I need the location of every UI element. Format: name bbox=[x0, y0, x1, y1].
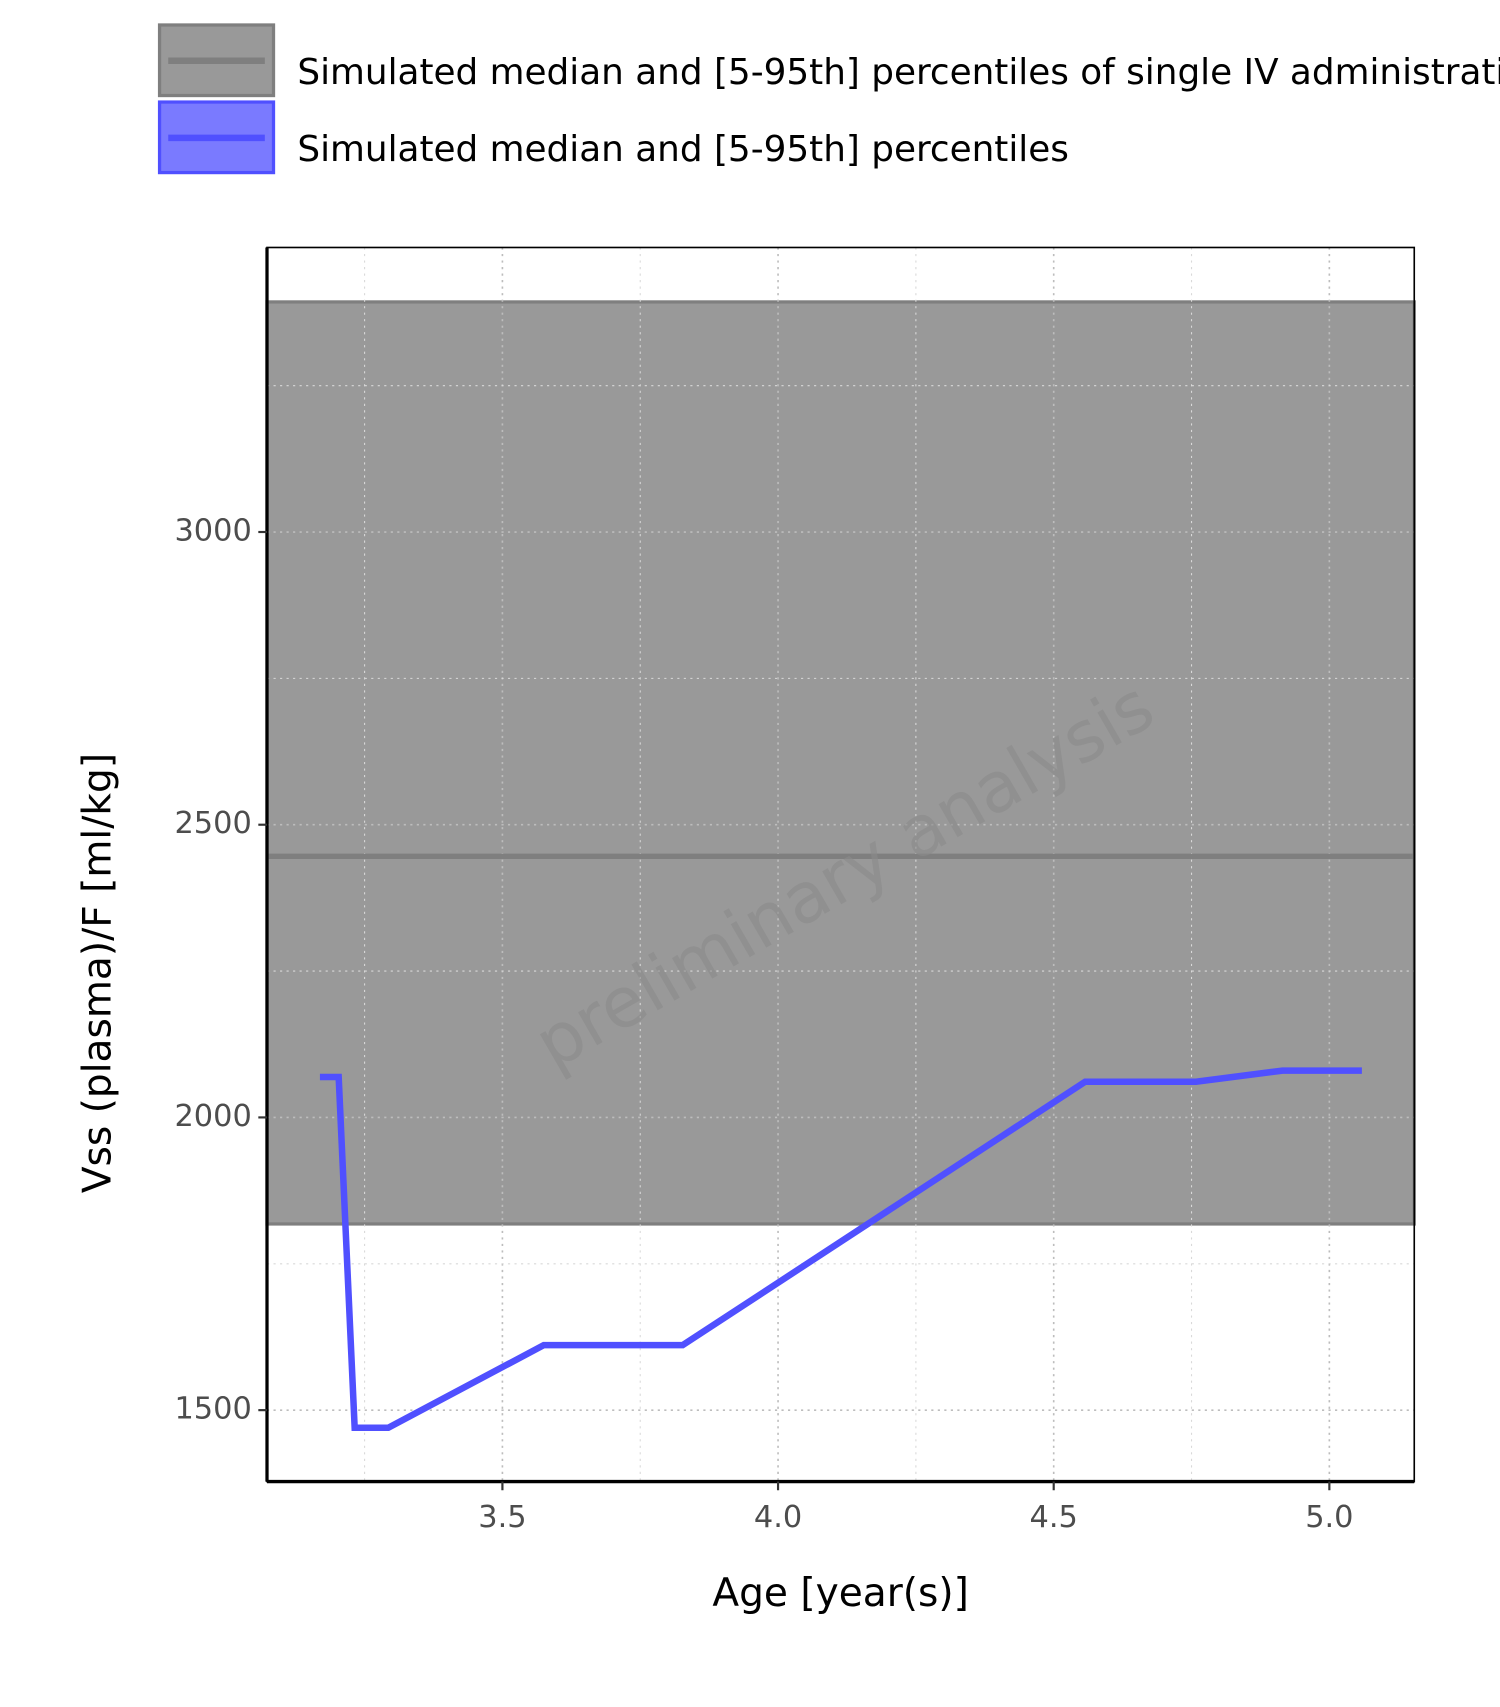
x-tick-label: 3.5 bbox=[478, 1500, 526, 1535]
y-tick-label: 3000 bbox=[174, 514, 251, 549]
y-tick-label: 2500 bbox=[174, 806, 251, 841]
legend-label: Simulated median and [5-95th] percentile… bbox=[297, 129, 1069, 170]
y-tick-label: 2000 bbox=[174, 1099, 251, 1134]
x-axis-title: Age [year(s)] bbox=[712, 1571, 968, 1616]
data-line bbox=[319, 1067, 1362, 1431]
y-tick-label: 1500 bbox=[174, 1392, 251, 1427]
y-axis-title: Vss (plasma)/F [ml/kg] bbox=[75, 753, 120, 1193]
x-tick-label: 5.0 bbox=[1305, 1500, 1353, 1535]
x-tick-label: 4.0 bbox=[754, 1500, 802, 1535]
percentile-band bbox=[265, 300, 1416, 1226]
x-tick-label: 4.5 bbox=[1030, 1500, 1078, 1535]
legend-label: Simulated median and [5-95th] percentile… bbox=[297, 52, 1500, 93]
